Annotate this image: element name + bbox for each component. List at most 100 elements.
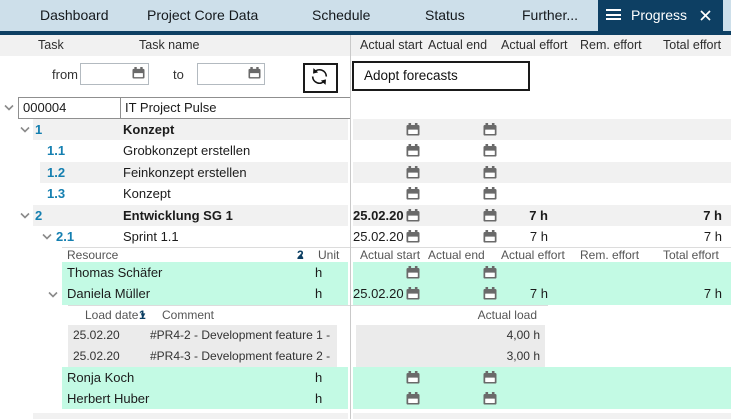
calendar-icon[interactable]	[406, 209, 420, 222]
resource-column-header: Resource 2 ▲ Unit Actual start Actual end…	[0, 248, 731, 262]
task-number: 1.2	[47, 165, 66, 180]
refresh-button[interactable]	[303, 63, 338, 93]
resource-unit: h	[315, 286, 323, 301]
col-unit[interactable]: Unit	[318, 248, 340, 262]
calendar-icon[interactable]	[406, 187, 420, 200]
col-actual-start: Actual start	[360, 38, 423, 52]
project-edit-row: 000004 IT Project Pulse	[18, 97, 351, 119]
chevron-down-icon[interactable]	[42, 233, 52, 240]
col-task: Task	[38, 38, 64, 52]
menu-icon[interactable]	[606, 9, 621, 22]
load-comment: #PR4-2 - Development feature 1 -	[150, 328, 331, 342]
adopt-forecasts-button[interactable]: Adopt forecasts	[352, 61, 530, 91]
task-number: 1.3	[47, 186, 66, 201]
load-row: 25.02.20 #PR4-3 - Development feature 2 …	[0, 346, 731, 367]
calendar-icon[interactable]	[406, 144, 420, 157]
from-date-input[interactable]	[84, 65, 133, 83]
col-comment[interactable]: Comment	[162, 308, 215, 322]
col-load-date[interactable]: Load date	[85, 308, 139, 322]
project-number-cell[interactable]: 000004	[23, 100, 67, 115]
col-resource[interactable]: Resource	[67, 248, 119, 262]
col-actual-effort: Actual effort	[501, 248, 565, 262]
calendar-icon[interactable]	[132, 67, 145, 79]
tab-progress[interactable]: Progress	[598, 0, 723, 31]
resource-row: Daniela Müller h 25.02.20 7 h 7 h	[0, 283, 731, 305]
task-name: Feinkonzept erstellen	[123, 165, 247, 180]
tab-bar: Dashboard Project Core Data Schedule Sta…	[0, 0, 731, 31]
task-number: 2.1	[56, 229, 75, 244]
to-label: to	[173, 67, 184, 82]
chevron-down-icon[interactable]	[20, 212, 30, 219]
calendar-icon[interactable]	[483, 144, 497, 157]
tab-dashboard[interactable]: Dashboard	[40, 7, 109, 23]
to-date-input[interactable]	[201, 65, 249, 83]
total-effort-value: 7 h	[703, 286, 722, 301]
calendar-icon[interactable]	[406, 230, 420, 243]
resource-row: Thomas Schäfer h	[0, 262, 731, 283]
task-row: 1 Konzept	[0, 119, 731, 140]
resource-name: Ronja Koch	[67, 370, 135, 385]
load-comment: #PR4-3 - Development feature 2 -	[150, 349, 331, 363]
partial-next-row	[0, 413, 731, 419]
calendar-icon[interactable]	[483, 123, 497, 136]
task-name: Entwicklung SG 1	[123, 208, 233, 223]
calendar-icon[interactable]	[406, 392, 420, 405]
load-header-divider	[68, 305, 548, 306]
load-date: 25.02.20	[73, 328, 120, 342]
tab-progress-label: Progress	[631, 7, 688, 23]
task-row: 1.1 Grobkonzept erstellen	[0, 140, 731, 161]
calendar-icon[interactable]	[483, 392, 497, 405]
resource-row: Ronja Koch h	[0, 367, 731, 388]
from-date-field[interactable]	[80, 63, 149, 85]
load-sort-indicator[interactable]: 1 ▼	[139, 308, 147, 322]
task-number: 1.1	[47, 143, 66, 158]
main-column-header: Task Task name Actual start Actual end A…	[0, 35, 731, 56]
calendar-icon[interactable]	[406, 287, 420, 300]
resource-unit: h	[315, 370, 323, 385]
col-actual-end: Actual end	[428, 248, 485, 262]
resource-name: Daniela Müller	[67, 286, 151, 301]
calendar-icon[interactable]	[406, 166, 420, 179]
task-row: 2.1 Sprint 1.1 25.02.20 7 h 7 h	[0, 226, 731, 247]
load-value: 4,00 h	[506, 328, 540, 342]
col-actual-end: Actual end	[428, 38, 488, 52]
resource-sort-indicator[interactable]: 2 ▲	[297, 248, 305, 262]
calendar-icon[interactable]	[248, 67, 261, 79]
col-task-name: Task name	[139, 38, 200, 52]
calendar-icon[interactable]	[483, 166, 497, 179]
total-effort-value: 7 h	[703, 208, 722, 223]
load-date: 25.02.20	[73, 349, 120, 363]
calendar-icon[interactable]	[406, 371, 420, 384]
task-number: 1	[35, 122, 43, 137]
col-rem-effort: Rem. effort	[580, 248, 640, 262]
tab-bar-underline	[0, 31, 731, 35]
col-actual-load[interactable]: Actual load	[477, 308, 537, 322]
actual-start-value: 25.02.20	[353, 229, 404, 244]
task-name: Konzept	[123, 186, 171, 201]
calendar-icon[interactable]	[483, 266, 497, 279]
calendar-icon[interactable]	[406, 123, 420, 136]
chevron-down-icon[interactable]	[48, 291, 58, 298]
project-name-cell[interactable]: IT Project Pulse	[125, 100, 217, 115]
resource-unit: h	[315, 391, 323, 406]
actual-effort-value: 7 h	[529, 229, 548, 244]
tab-schedule[interactable]: Schedule	[312, 7, 371, 23]
resource-row: Herbert Huber h	[0, 388, 731, 409]
to-date-field[interactable]	[197, 63, 265, 85]
chevron-down-icon[interactable]	[4, 104, 14, 111]
tab-project-core-data[interactable]: Project Core Data	[147, 7, 259, 23]
task-row: 1.2 Feinkonzept erstellen	[0, 162, 731, 183]
calendar-icon[interactable]	[483, 187, 497, 200]
chevron-down-icon[interactable]	[20, 126, 30, 133]
refresh-icon	[311, 68, 328, 85]
task-row: 2 Entwicklung SG 1 25.02.20 7 h 7 h	[0, 205, 731, 226]
calendar-icon[interactable]	[483, 371, 497, 384]
resource-name: Thomas Schäfer	[67, 265, 163, 280]
calendar-icon[interactable]	[406, 266, 420, 279]
close-icon[interactable]	[700, 10, 711, 21]
tab-further[interactable]: Further...	[522, 7, 579, 23]
resource-unit: h	[315, 265, 323, 280]
tab-status[interactable]: Status	[425, 7, 465, 23]
col-total-effort: Total effort	[663, 248, 719, 262]
